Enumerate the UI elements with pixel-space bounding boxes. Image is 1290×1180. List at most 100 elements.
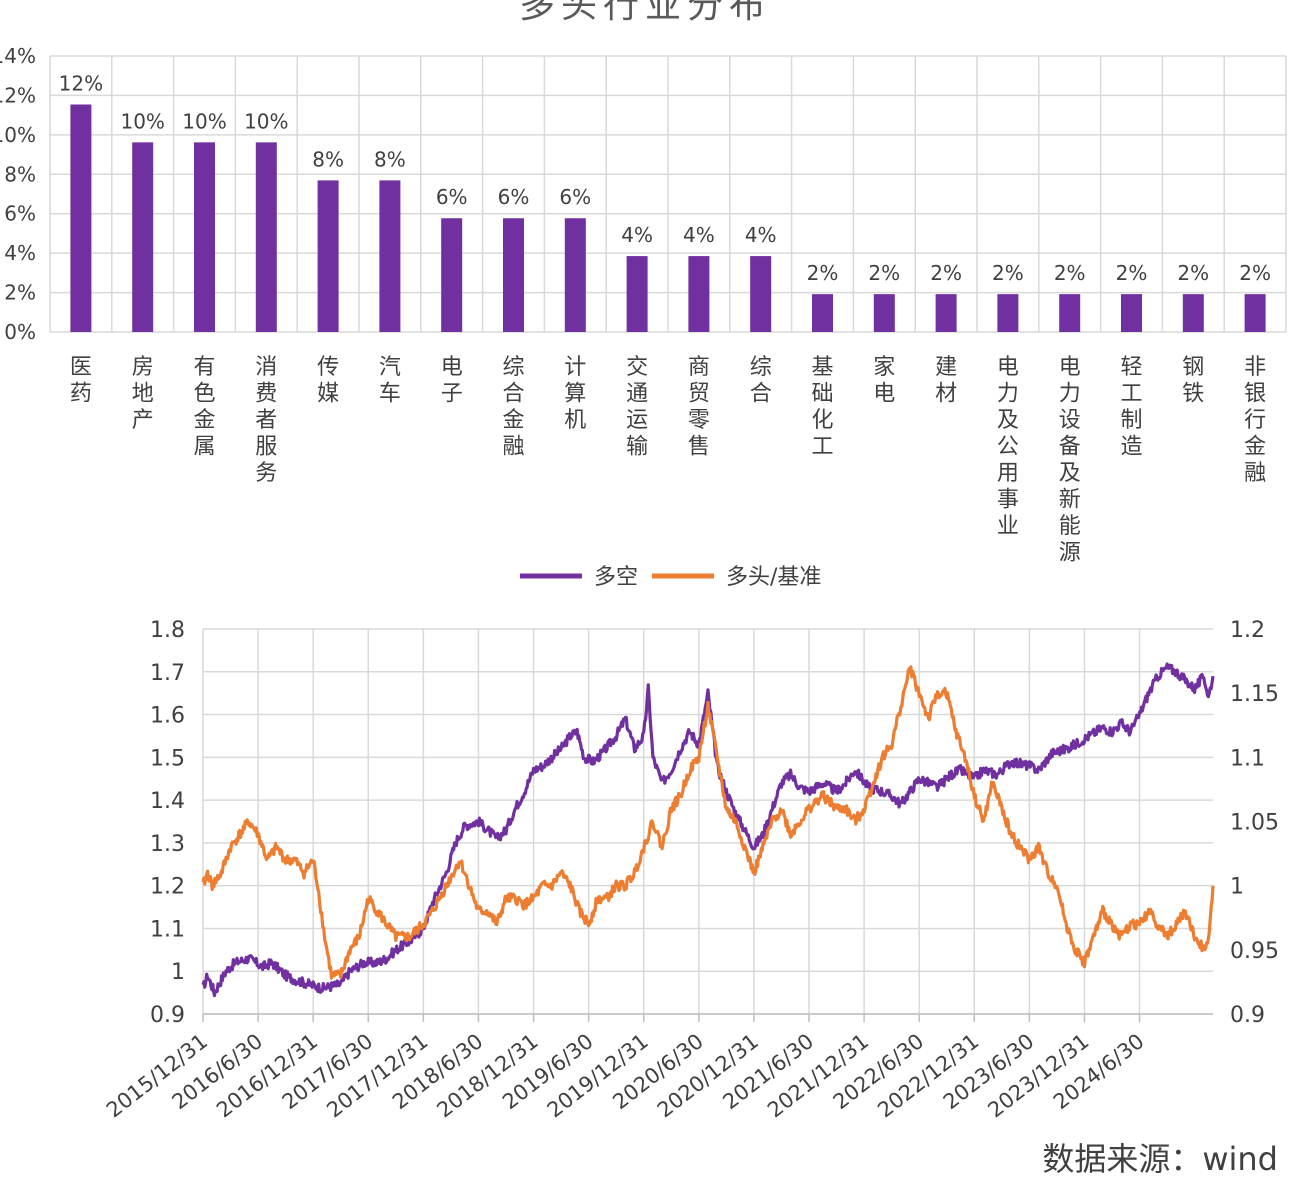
bar-交通运输 xyxy=(626,256,648,332)
line-chart-x-axis: 2015/12/312016/6/302016/12/312017/6/3020… xyxy=(102,1029,1149,1122)
bar-消费者服务 xyxy=(255,142,277,332)
bar-y-tick-label: 6% xyxy=(4,202,36,226)
bar-category-label: 医药 xyxy=(70,355,92,407)
bar-y-tick-label: 4% xyxy=(4,241,36,265)
bar-建材 xyxy=(935,294,957,332)
bar-汽车 xyxy=(379,180,401,332)
bar-data-label: 2% xyxy=(1239,261,1271,285)
bar-category-label: 轻工制造 xyxy=(1120,355,1142,460)
line-chart-series xyxy=(201,662,1215,998)
bar-y-tick-label: 10% xyxy=(0,123,36,147)
bar-基础化工 xyxy=(812,294,833,332)
left-y-tick-label: 1.8 xyxy=(150,618,185,643)
left-y-tick-label: 0.9 xyxy=(150,1003,185,1028)
bar-category-label: 商贸零售 xyxy=(688,355,710,460)
right-y-tick-label: 1 xyxy=(1230,875,1244,900)
bar-category-label: 基础化工 xyxy=(811,355,833,460)
bar-data-label: 2% xyxy=(930,261,962,285)
bar-data-label: 6% xyxy=(498,185,530,209)
bar-电力及公用事业 xyxy=(997,294,1019,332)
bar-医药 xyxy=(70,104,92,332)
bar-category-label: 房地产 xyxy=(132,355,154,433)
bar-家电 xyxy=(873,294,895,332)
bar-category-label: 汽车 xyxy=(379,355,401,407)
series-line-long-short xyxy=(201,662,1215,998)
bar-y-tick-label: 14% xyxy=(0,44,36,68)
bar-data-label: 2% xyxy=(868,261,900,285)
right-y-tick-label: 0.95 xyxy=(1230,939,1279,964)
left-y-tick-label: 1.7 xyxy=(150,661,185,686)
right-y-tick-label: 1.15 xyxy=(1230,682,1279,707)
bar-data-label: 8% xyxy=(374,147,406,171)
right-y-tick-label: 1.05 xyxy=(1230,811,1279,836)
right-y-tick-label: 1.2 xyxy=(1230,618,1265,643)
bar-y-tick-label: 12% xyxy=(0,83,36,107)
bar-data-label: 10% xyxy=(120,109,164,133)
bar-y-tick-label: 2% xyxy=(4,281,36,305)
page-title: 多头行业分布 xyxy=(518,0,771,26)
bar-data-label: 2% xyxy=(1054,261,1086,285)
bar-data-label: 12% xyxy=(59,71,103,95)
bar-非银行金融 xyxy=(1244,294,1266,332)
bar-y-tick-label: 8% xyxy=(4,162,36,186)
bar-电子 xyxy=(441,218,463,332)
bar-y-tick-label: 0% xyxy=(4,320,36,344)
left-y-tick-label: 1 xyxy=(171,960,185,985)
bar-计算机 xyxy=(564,218,586,332)
line-chart-left-axis: 0.9 1 1.1 1.2 1.3 1.4 1.5 1.6 1.7 1.8 xyxy=(150,618,185,1028)
left-y-tick-label: 1.4 xyxy=(150,789,185,814)
bar-category-label: 消费者服务 xyxy=(255,355,277,486)
bar-category-label: 电子 xyxy=(441,355,463,407)
line-chart-grid xyxy=(202,628,1213,1022)
bar-data-label: 2% xyxy=(1116,261,1148,285)
bar-data-label: 8% xyxy=(312,147,344,171)
left-y-tick-label: 1.5 xyxy=(150,746,185,771)
bar-category-label: 非银行金融 xyxy=(1244,355,1266,486)
source-note: 数据来源：wind xyxy=(1042,1140,1278,1178)
bar-chart-data-labels: 12% 10% 10% 10% 8% 8% 6% 6% 6% 4% 4% 4% 2% 2% 2% 2% 2% 2%… xyxy=(59,71,1271,285)
right-y-tick-label: 0.9 xyxy=(1230,1003,1265,1028)
bar-data-label: 4% xyxy=(745,223,777,247)
line-chart-legend: 多空 多头/基准 xyxy=(520,565,821,590)
left-y-tick-label: 1.1 xyxy=(150,917,185,942)
right-y-tick-label: 1.1 xyxy=(1230,746,1265,771)
bar-category-label: 综合 xyxy=(750,355,772,407)
bar-category-label: 家电 xyxy=(873,355,895,407)
bar-category-label: 有色金属 xyxy=(193,355,215,460)
bar-综合金融 xyxy=(503,218,524,332)
legend-label: 多空 xyxy=(594,565,638,590)
bar-有色金属 xyxy=(194,142,215,332)
left-y-tick-label: 1.2 xyxy=(150,875,185,900)
bar-chart-grid xyxy=(49,55,1287,333)
bar-category-label: 电力设备及新能源 xyxy=(1059,355,1081,566)
bar-data-label: 2% xyxy=(1177,261,1209,285)
left-y-tick-label: 1.6 xyxy=(150,704,185,729)
bar-data-label: 10% xyxy=(182,109,226,133)
line-chart-right-axis: 0.9 0.95 1 1.05 1.1 1.15 1.2 xyxy=(1230,618,1279,1028)
bar-category-label: 电力及公用事业 xyxy=(997,355,1019,539)
bar-电力设备及新能源 xyxy=(1059,294,1081,332)
bar-钢铁 xyxy=(1182,294,1204,332)
series-line-long-benchmark xyxy=(201,665,1215,980)
bar-data-label: 6% xyxy=(436,185,468,209)
bar-data-label: 4% xyxy=(683,223,715,247)
bar-category-label: 综合金融 xyxy=(502,355,524,460)
bar-房地产 xyxy=(132,142,154,332)
bar-category-label: 建材 xyxy=(935,355,957,407)
bar-商贸零售 xyxy=(688,256,710,332)
legend-label: 多头/基准 xyxy=(726,565,821,590)
bar-data-label: 2% xyxy=(807,261,839,285)
bar-轻工制造 xyxy=(1121,294,1142,332)
bar-data-label: 2% xyxy=(992,261,1024,285)
bar-category-label: 计算机 xyxy=(564,355,586,433)
bar-传媒 xyxy=(317,180,339,332)
bar-chart-bars xyxy=(70,104,1266,332)
bar-chart-y-axis: 0% 2% 4% 6% 8% 10% 12% 14% xyxy=(0,44,36,344)
bar-data-label: 4% xyxy=(621,223,653,247)
bar-category-label: 钢铁 xyxy=(1182,355,1204,407)
bar-category-label: 传媒 xyxy=(317,355,339,407)
left-y-tick-label: 1.3 xyxy=(150,832,185,857)
bar-综合 xyxy=(750,256,772,332)
